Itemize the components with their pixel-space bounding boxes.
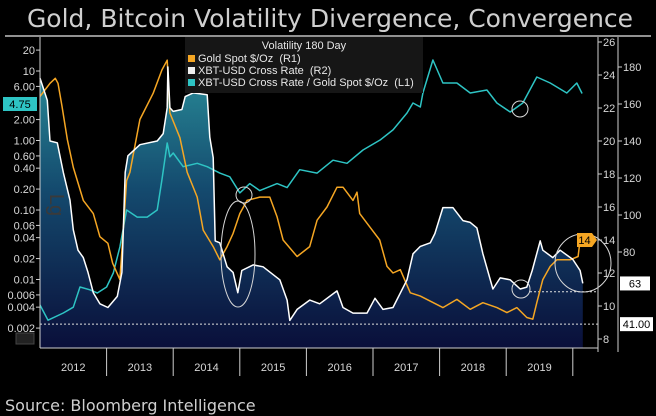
plot-area xyxy=(39,59,612,348)
ratio-last-value-badge: 4.75 xyxy=(3,97,37,111)
y-r1-tick-label: 24 xyxy=(603,70,615,82)
xbt-reference-badge-text: 41.00 xyxy=(623,319,651,331)
y-r2-tick-label: 100 xyxy=(623,210,641,222)
legend-entry-gold: Gold Spot $/Oz (R1) xyxy=(198,53,301,65)
y-left-tick-label: 0.40 xyxy=(14,163,35,175)
source-note: Source: Bloomberg Intelligence xyxy=(5,396,256,415)
x-tick-label: 2018 xyxy=(461,362,485,374)
y-left-tick-label: 0.01 xyxy=(14,275,35,287)
x-tick-label: 2013 xyxy=(128,362,152,374)
chart-type-icon xyxy=(15,332,35,345)
y-r2-tick-label: 80 xyxy=(623,247,635,259)
legend-title: Volatility 180 Day xyxy=(262,40,347,52)
y-left-tick-label: 0.04 xyxy=(14,233,35,245)
y-left-tick-label: 20 xyxy=(23,45,35,57)
y-left-tick-label: 0.20 xyxy=(14,184,35,196)
y-left-tick-label: 2.00 xyxy=(14,115,35,127)
y-r1-tick-label: 14 xyxy=(603,235,615,247)
y-left-tick-label: 10 xyxy=(23,66,35,78)
annotation-circle-2 xyxy=(235,186,253,204)
y-left-tick-label: 0.06 xyxy=(14,220,35,232)
legend-swatch-xbt xyxy=(188,67,195,74)
y-left-tick-label: 6.00 xyxy=(14,81,35,93)
legend-box xyxy=(185,37,423,93)
gold-last-value-badge-text: 14 xyxy=(578,235,590,247)
y-r1-tick-label: 12 xyxy=(603,268,615,280)
annotation-circle-4 xyxy=(511,279,531,299)
legend: Volatility 180 Day Gold Spot $/Oz (R1) X… xyxy=(185,37,423,93)
y-r1-tick-label: 10 xyxy=(603,301,615,313)
x-tick-label: 2014 xyxy=(194,362,218,374)
y-r2-tick-label: 160 xyxy=(623,99,641,111)
y-r1-tick-label: 20 xyxy=(603,136,615,148)
y-r2-tick-label: 140 xyxy=(623,136,641,148)
x-tick-label: 2012 xyxy=(61,362,85,374)
y-r2-tick-label: 120 xyxy=(623,173,641,185)
xbt-volatility-area xyxy=(40,67,583,348)
xbt-last-value-badge-text: 63 xyxy=(629,278,641,290)
y-r1-tick-label: 22 xyxy=(603,103,615,115)
x-tick-label: 2017 xyxy=(394,362,418,374)
annotation-circle-3 xyxy=(511,100,529,118)
x-tick-label: 2016 xyxy=(327,362,351,374)
y-left-tick-label: 0.006 xyxy=(7,290,35,302)
ratio-last-value-badge-box xyxy=(3,97,37,111)
ratio-volatility-line xyxy=(39,59,583,321)
log-scale-watermark: Lg xyxy=(45,194,67,216)
gold-volatility-line xyxy=(39,59,583,320)
y-r1-tick-label: 8 xyxy=(603,334,609,346)
y-r2-tick-label: 180 xyxy=(623,62,641,74)
xbt-volatility-line xyxy=(39,66,584,322)
gold-last-value-badge: 14 xyxy=(577,233,597,247)
y-left-tick-label: 0.60 xyxy=(14,151,35,163)
gold-last-value-badge-box xyxy=(577,233,597,247)
xbt-reference-badge-box xyxy=(620,317,653,332)
legend-swatch-ratio xyxy=(188,79,195,86)
ratio-last-value-badge-text: 4.75 xyxy=(9,99,30,111)
y-r1-tick-label: 18 xyxy=(603,169,615,181)
y-r1-tick-label: 16 xyxy=(603,202,615,214)
legend-entry-ratio: XBT-USD Cross Rate / Gold Spot $/Oz (L1) xyxy=(198,77,414,89)
y-r1-tick-label: 26 xyxy=(603,37,615,49)
x-tick-label: 2019 xyxy=(527,362,551,374)
y-left-tick-label: 0.10 xyxy=(14,205,35,217)
y-left-tick-label: 0.004 xyxy=(7,302,35,314)
y-left-tick-label: 1.00 xyxy=(14,136,35,148)
y-left-tick-label: 0.02 xyxy=(14,254,35,266)
legend-swatch-gold xyxy=(188,55,195,62)
y-left-tick-label: 0.002 xyxy=(7,323,35,335)
x-tick-label: 2015 xyxy=(261,362,285,374)
xbt-last-value-badge-box xyxy=(620,276,650,291)
xbt-reference-badge: 41.00 xyxy=(620,317,653,332)
legend-entry-xbt: XBT-USD Cross Rate (R2) xyxy=(198,65,331,77)
axes: 2012 2013 2014 2015 2016 2017 2018 201920106.00… xyxy=(3,37,653,376)
chart-title: Gold, Bitcoin Volatility Divergence, Con… xyxy=(27,4,633,33)
xbt-last-value-badge: 63 xyxy=(620,276,650,291)
